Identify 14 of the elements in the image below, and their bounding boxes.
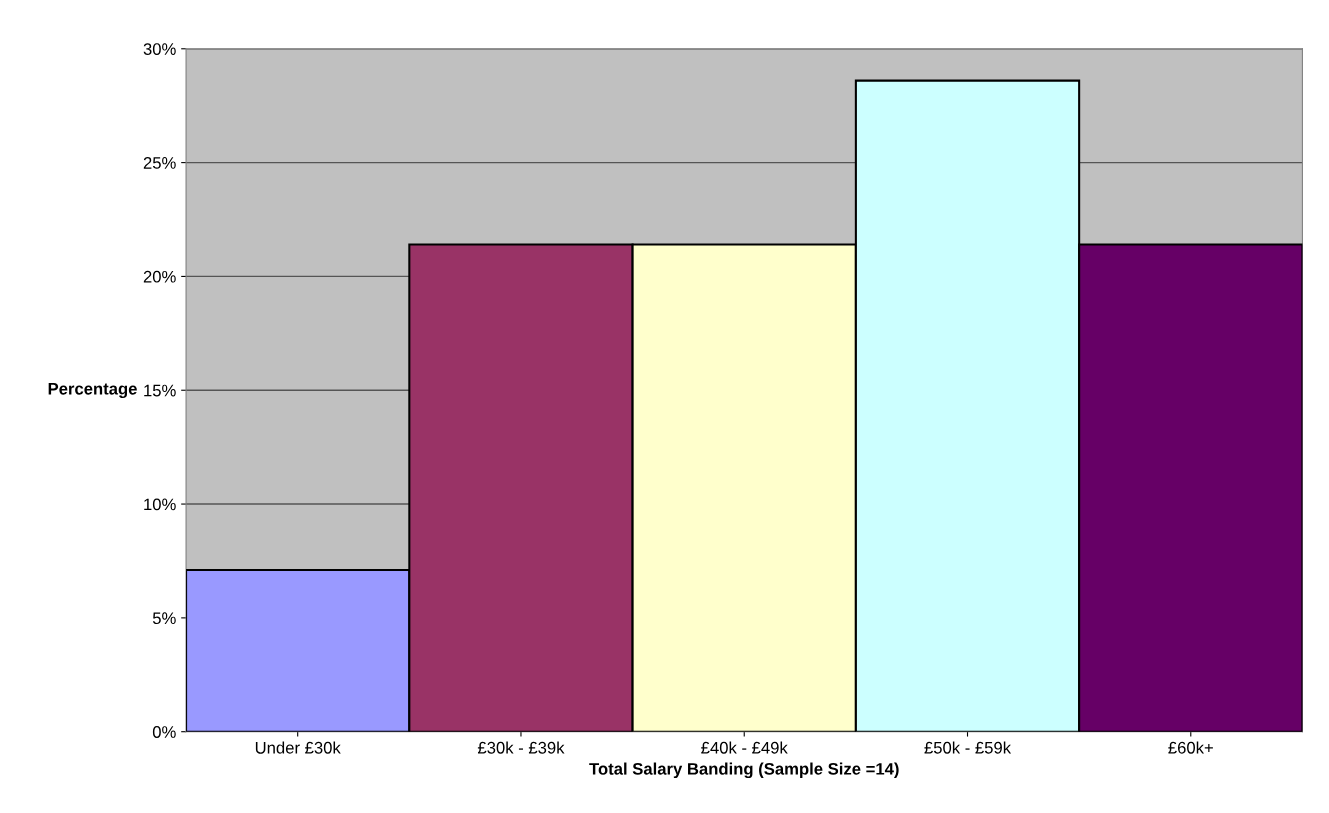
x-tick-label: £50k - £59k — [924, 741, 1012, 754]
y-tick-label: 10% — [144, 498, 176, 511]
y-tick-label: 20% — [143, 270, 176, 283]
y-tick-label: 0% — [152, 726, 176, 738]
y-tick-label: 25% — [143, 157, 176, 169]
x-tick-label: £40k - £49k — [701, 741, 788, 754]
x-axis-title: Total Salary Banding (Sample Size =14) — [589, 762, 899, 779]
x-tick-label: £30k - £39k — [477, 741, 565, 754]
y-tick-label: 5% — [152, 612, 176, 625]
y-axis-title: Percentage — [48, 383, 137, 399]
y-tick-label: 15% — [144, 384, 176, 397]
y-tick-label: 30% — [143, 43, 176, 55]
x-tick-label: Under £30k — [255, 741, 341, 754]
x-tick-label: £60k+ — [1168, 741, 1213, 754]
